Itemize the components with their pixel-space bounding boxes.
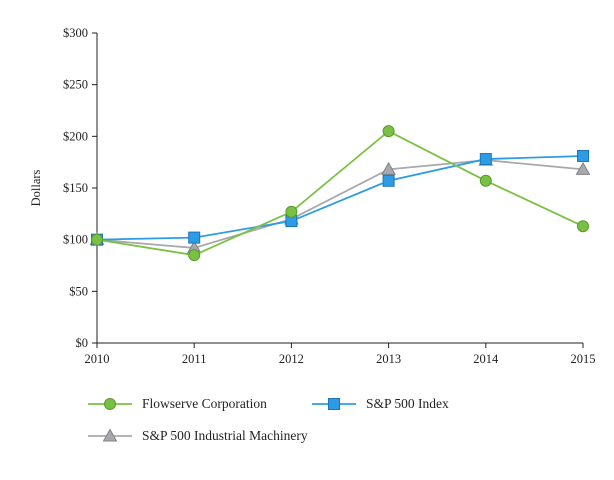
legend-key-marker bbox=[328, 398, 340, 410]
x-tick-label: 2015 bbox=[571, 352, 596, 366]
legend-row-1: Flowserve Corporation S&P 500 Index bbox=[88, 396, 614, 412]
y-tick-label: $50 bbox=[69, 284, 88, 298]
series-marker-2 bbox=[381, 161, 396, 175]
series-line-2 bbox=[96, 159, 584, 249]
legend-label-flowserve-corporation: Flowserve Corporation bbox=[142, 396, 267, 411]
y-axis-title: Dollars bbox=[29, 169, 43, 206]
series-marker-1 bbox=[382, 174, 395, 187]
y-tick-label: $250 bbox=[63, 78, 88, 92]
series-marker-0 bbox=[188, 249, 201, 262]
series-marker-2 bbox=[575, 161, 591, 175]
series-line-0 bbox=[96, 130, 584, 257]
y-tick-label: $300 bbox=[63, 26, 88, 40]
series-marker-0 bbox=[577, 220, 589, 233]
legend-key-marker bbox=[102, 428, 118, 442]
series-marker-0 bbox=[285, 205, 298, 218]
x-tick-label: 2012 bbox=[279, 352, 304, 366]
legend-label-sp500-industrial-machinery: S&P 500 Industrial Machinery bbox=[142, 428, 308, 443]
sp500-index-legend-key-icon bbox=[312, 398, 356, 410]
legend-label-sp500-index: S&P 500 Index bbox=[366, 396, 449, 411]
series-marker-0 bbox=[479, 174, 492, 187]
series-marker-1 bbox=[188, 231, 201, 244]
y-tick-label: $100 bbox=[63, 233, 88, 247]
y-tick-label: $0 bbox=[76, 336, 89, 350]
x-tick-label: 2011 bbox=[182, 352, 207, 366]
chart-legend: Flowserve Corporation S&P 500 Index S&P … bbox=[88, 396, 614, 444]
flowserve-legend-key-icon bbox=[88, 398, 132, 410]
y-tick-label: $200 bbox=[63, 129, 88, 143]
series-marker-0 bbox=[382, 125, 395, 138]
legend-item-sp500-industrial-machinery: S&P 500 Industrial Machinery bbox=[88, 428, 312, 444]
x-tick-label: 2013 bbox=[376, 352, 401, 366]
series-marker-1 bbox=[479, 153, 492, 166]
legend-row-2: S&P 500 Industrial Machinery bbox=[88, 428, 614, 444]
series-marker-0 bbox=[91, 233, 103, 246]
x-tick-label: 2014 bbox=[473, 352, 499, 366]
series-line-1 bbox=[96, 155, 584, 241]
legend-item-flowserve-corporation: Flowserve Corporation bbox=[88, 396, 312, 412]
series-marker-1 bbox=[577, 149, 589, 162]
legend-key-marker bbox=[104, 398, 116, 410]
y-tick-label: $150 bbox=[63, 181, 88, 195]
sp500-industrial-machinery-legend-key-icon bbox=[88, 428, 132, 442]
x-tick-label: 2010 bbox=[85, 352, 110, 366]
performance-line-chart: Dollars $0 $50 $100 $150 $200 $250 $300 2010 201… bbox=[29, 26, 596, 366]
legend-item-sp500-index: S&P 500 Index bbox=[312, 396, 449, 412]
